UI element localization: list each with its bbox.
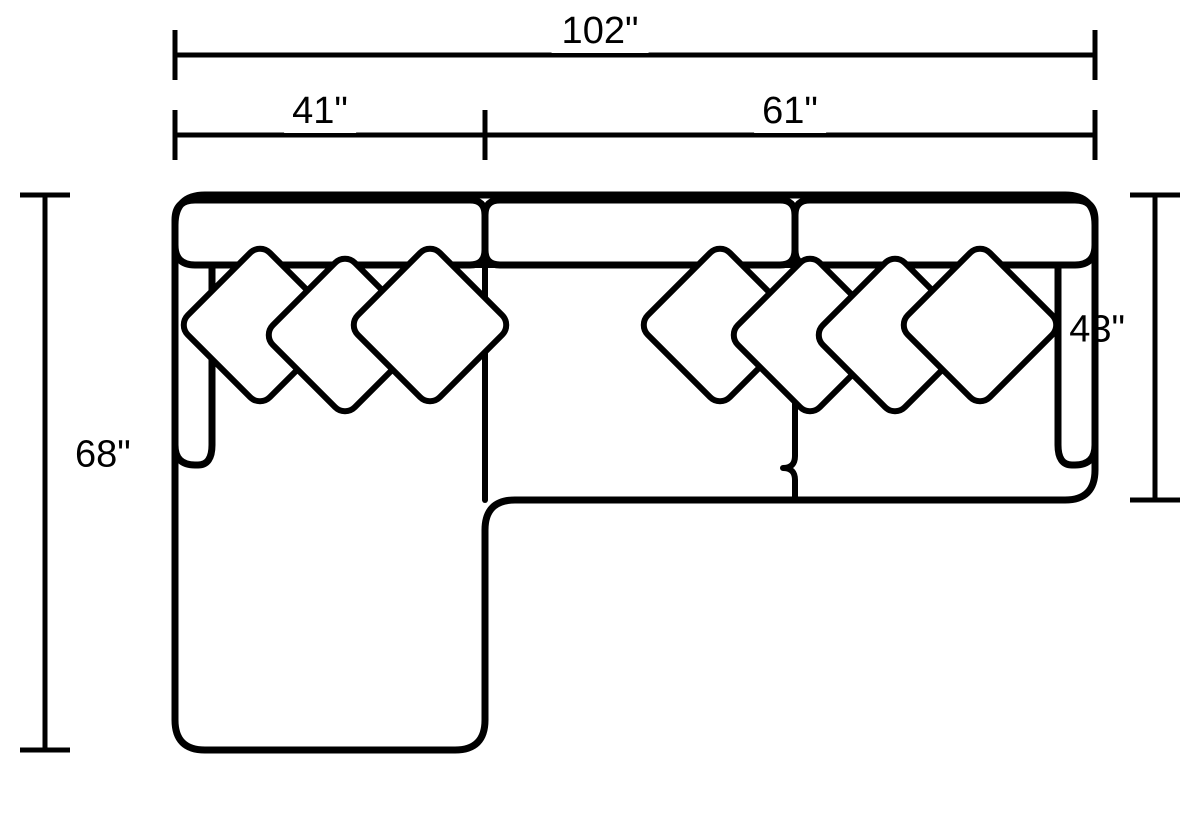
sofa-drawing: [0, 0, 1200, 817]
dim-total-depth: 68": [75, 434, 131, 477]
dim-total-width: 102": [552, 10, 649, 53]
dim-left-width: 41": [284, 90, 356, 133]
pillows: [178, 243, 1062, 417]
diagram-canvas: 102" 41" 61" 68" 43": [0, 0, 1200, 817]
dimension-lines: [20, 30, 1180, 750]
dim-sofa-depth: 43": [1069, 309, 1125, 352]
dim-right-width: 61": [754, 90, 826, 133]
